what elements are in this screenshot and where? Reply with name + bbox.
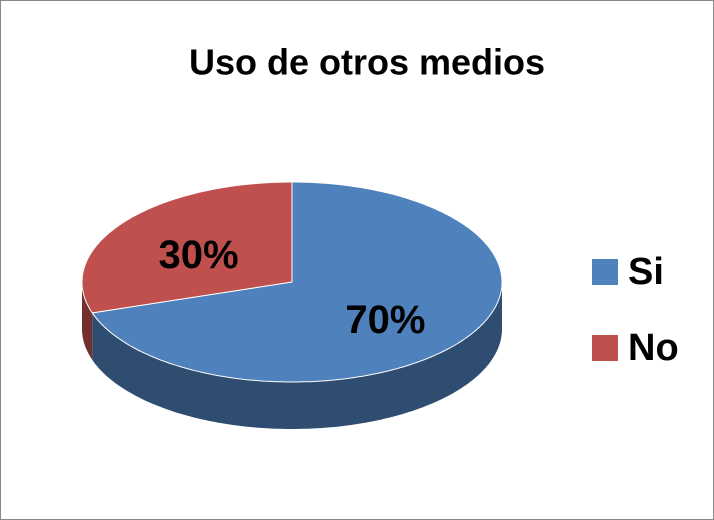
slice <box>91 181 503 383</box>
data-label: 70% <box>345 298 425 342</box>
legend-swatch <box>592 259 618 285</box>
slice <box>81 181 293 314</box>
chart-title: Uso de otros medios <box>189 42 545 83</box>
slice-side <box>92 282 503 429</box>
legend-swatch <box>592 335 618 361</box>
legend-label: No <box>628 327 679 369</box>
slice-side <box>82 282 93 360</box>
legend-label: Si <box>628 251 664 293</box>
data-label: 30% <box>159 233 239 277</box>
